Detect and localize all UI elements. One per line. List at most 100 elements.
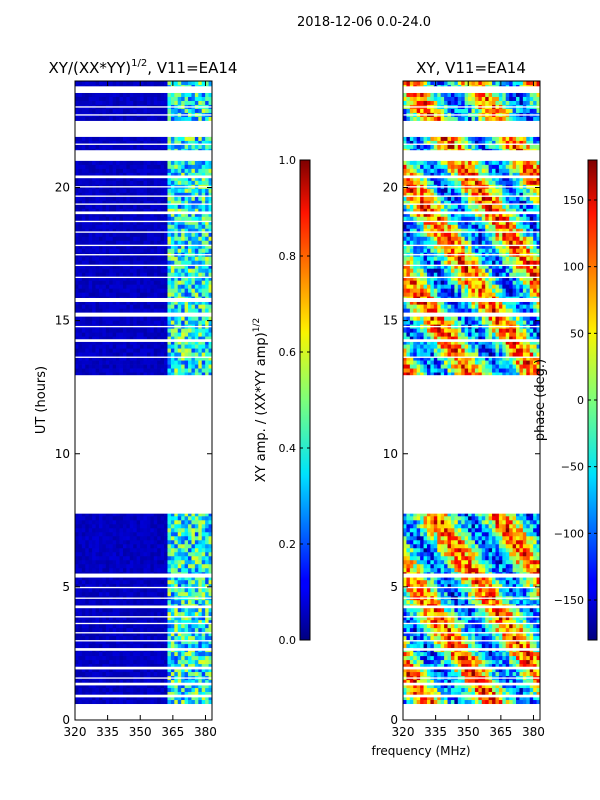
heatmap-cell xyxy=(136,260,141,266)
heatmap-cell xyxy=(201,244,206,250)
heatmap-cell xyxy=(102,164,107,170)
heatmap-cell xyxy=(136,520,141,525)
heatmap-cell xyxy=(157,524,162,529)
heatmap-cell xyxy=(75,100,79,106)
heatmap-cell xyxy=(85,368,90,373)
heatmap-cell xyxy=(177,136,182,142)
heatmap-cell xyxy=(191,244,196,250)
heatmap-cell xyxy=(174,276,179,282)
heatmap-cell xyxy=(160,320,165,326)
heatmap-cell xyxy=(140,328,144,333)
heatmap-cell xyxy=(95,368,100,373)
heatmap-cell xyxy=(126,144,131,150)
heatmap-cell xyxy=(188,100,192,106)
heatmap-cell xyxy=(143,524,148,529)
heatmap-cell xyxy=(119,524,124,529)
heatmap-cell xyxy=(184,560,189,565)
heatmap-cell xyxy=(105,560,110,565)
heatmap-cell xyxy=(129,140,134,146)
heatmap-cell xyxy=(85,192,90,198)
heatmap-cell xyxy=(194,260,199,266)
heatmap-cell xyxy=(167,116,172,122)
heatmap-cell xyxy=(160,164,165,170)
heatmap-cell xyxy=(102,236,107,242)
heatmap-cell xyxy=(95,108,100,114)
heatmap-cell xyxy=(181,188,185,194)
heatmap-cell xyxy=(184,81,189,86)
heatmap-cell xyxy=(170,552,175,557)
heatmap-cell xyxy=(112,320,117,326)
heatmap-cell xyxy=(136,248,141,254)
heatmap-cell xyxy=(133,108,138,114)
heatmap-cell xyxy=(140,372,144,377)
heatmap-cell xyxy=(102,512,107,517)
heatmap-cell xyxy=(81,300,86,306)
heatmap-cell xyxy=(181,300,185,306)
heatmap-cell xyxy=(136,140,141,146)
heatmap-cell xyxy=(129,224,134,230)
heatmap-cell xyxy=(164,108,168,114)
heatmap-cell xyxy=(181,516,185,521)
heatmap-cell xyxy=(153,196,158,202)
heatmap-cell xyxy=(150,272,155,278)
heatmap-cell xyxy=(198,220,203,226)
heatmap-cell xyxy=(85,544,90,549)
heatmap-cell xyxy=(205,224,209,230)
heatmap-cell xyxy=(85,364,90,369)
heatmap-cell xyxy=(191,92,196,98)
heatmap-cell xyxy=(81,340,86,345)
heatmap-cell xyxy=(129,81,134,86)
heatmap-cell xyxy=(129,208,134,214)
heatmap-cell xyxy=(102,364,107,369)
heatmap-cell xyxy=(208,292,212,298)
heatmap-cell xyxy=(136,144,141,150)
heatmap-cell xyxy=(184,188,189,194)
heatmap-cell xyxy=(153,320,158,326)
heatmap-cell xyxy=(95,200,100,206)
heatmap-cell xyxy=(170,212,175,218)
heatmap-cell xyxy=(194,308,199,314)
heatmap-cell xyxy=(170,360,175,365)
heatmap-cell xyxy=(136,336,141,341)
heatmap-cell xyxy=(184,368,189,373)
heatmap-cell xyxy=(140,352,144,357)
heatmap-cell xyxy=(201,236,206,242)
heatmap-cell xyxy=(92,336,96,341)
heatmap-cell xyxy=(105,524,110,529)
heatmap-cell xyxy=(177,164,182,170)
heatmap-cell xyxy=(208,172,212,178)
heatmap-cell xyxy=(140,81,144,86)
heatmap-cell xyxy=(78,280,83,286)
heatmap-cell xyxy=(78,96,83,102)
heatmap-cell xyxy=(153,220,158,226)
heatmap-cell xyxy=(170,328,175,333)
heatmap-cell xyxy=(194,344,199,349)
heatmap-cell xyxy=(174,200,179,206)
heatmap-cell xyxy=(177,212,182,218)
heatmap-cell xyxy=(102,168,107,174)
heatmap-cell xyxy=(191,116,196,122)
heatmap-cell xyxy=(198,81,203,86)
heatmap-cell xyxy=(201,276,206,282)
heatmap-cell xyxy=(167,240,172,246)
heatmap-cell xyxy=(92,240,96,246)
heatmap-cell xyxy=(98,544,103,549)
heatmap-cell xyxy=(146,260,151,266)
heatmap-cell xyxy=(102,268,107,274)
heatmap-cell xyxy=(112,268,117,274)
heatmap-cell xyxy=(126,292,131,298)
heatmap-cell xyxy=(133,116,138,122)
heatmap-cell xyxy=(198,540,203,545)
heatmap-cell xyxy=(143,364,148,369)
heatmap-cell xyxy=(133,536,138,541)
heatmap-cell xyxy=(102,360,107,365)
heatmap-cell xyxy=(174,536,179,541)
heatmap-cell xyxy=(157,516,162,521)
heatmap-cell xyxy=(194,556,199,561)
heatmap-cell xyxy=(140,540,144,545)
heatmap-cell xyxy=(188,248,192,254)
heatmap-cell xyxy=(157,172,162,178)
heatmap-cell xyxy=(112,196,117,202)
heatmap-cell xyxy=(157,196,162,202)
heatmap-cell xyxy=(119,236,124,242)
